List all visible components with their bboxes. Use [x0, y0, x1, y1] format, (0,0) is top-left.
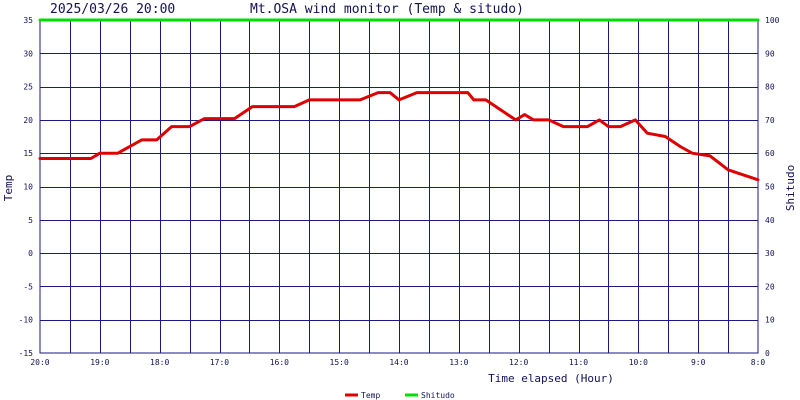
x-tick-label: 12:0 [509, 358, 528, 367]
y2-tick-label: 30 [765, 249, 775, 258]
timestamp-label: 2025/03/26 20:00 [50, 2, 175, 17]
y2-tick-label: 70 [765, 116, 775, 125]
y2-tick-label: 40 [765, 216, 775, 225]
x-tick-label: 15:0 [330, 358, 349, 367]
x-tick-label: 9:0 [691, 358, 706, 367]
y-tick-label: 20 [23, 116, 33, 125]
y-tick-label: 30 [23, 49, 33, 58]
x-tick-label: 19:0 [90, 358, 109, 367]
legend-label-shitudo: Shitudo [421, 391, 455, 400]
x-tick-label: 16:0 [270, 358, 289, 367]
y-axis-left-ticks: 35 30 25 20 15 10 5 0 -5 -10 -15 [19, 16, 34, 358]
chart-title: Mt.OSA wind monitor (Temp & situdo) [250, 2, 524, 17]
y-tick-label: -15 [19, 349, 34, 358]
y-tick-label: 0 [28, 249, 33, 258]
y-tick-label: 25 [23, 83, 33, 92]
x-tick-label: 8:0 [751, 358, 766, 367]
series-layer [38, 18, 760, 182]
series-line-temp [38, 91, 760, 182]
x-tick-label: 11:0 [569, 358, 588, 367]
legend-label-temp: Temp [361, 391, 380, 400]
x-axis-label: Time elapsed (Hour) [488, 372, 614, 385]
x-tick-label: 18:0 [150, 358, 169, 367]
y-tick-label: 35 [23, 16, 33, 25]
x-axis-ticks: 20:0 19:0 18:0 17:0 16:0 15:0 14:0 13:0 12:0 11:0… [30, 358, 765, 367]
x-tick-label: 10:0 [629, 358, 648, 367]
y2-tick-label: 0 [765, 349, 770, 358]
y2-tick-label: 100 [765, 16, 780, 25]
y2-tick-label: 20 [765, 282, 775, 291]
x-tick-label: 20:0 [30, 358, 49, 367]
y-axis-label: Temp [2, 175, 15, 202]
y-tick-label: 10 [23, 183, 33, 192]
x-tick-label: 14:0 [389, 358, 408, 367]
y2-axis-label: Shitudo [784, 165, 797, 211]
x-tick-label: 13:0 [449, 358, 468, 367]
legend: Temp Shitudo [345, 391, 455, 400]
y-tick-label: -5 [23, 282, 33, 291]
y-tick-label: 5 [28, 216, 33, 225]
y2-tick-label: 10 [765, 316, 775, 325]
y2-tick-label: 80 [765, 83, 775, 92]
y2-tick-label: 90 [765, 49, 775, 58]
y2-tick-label: 50 [765, 183, 775, 192]
grid [39, 19, 759, 354]
y-tick-label: 15 [23, 149, 33, 158]
x-tick-label: 17:0 [210, 358, 229, 367]
y-tick-label: -10 [19, 316, 34, 325]
y2-tick-label: 60 [765, 149, 775, 158]
